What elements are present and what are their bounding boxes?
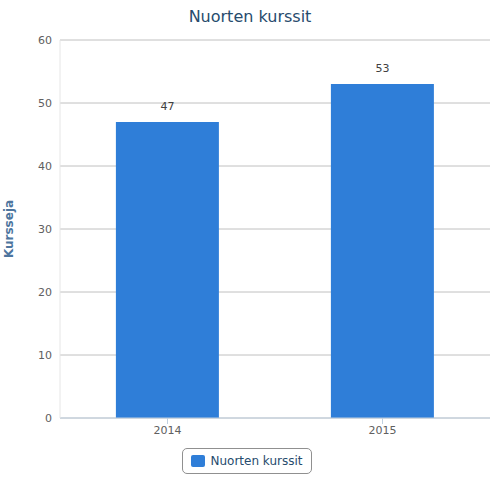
svg-text:47: 47 — [160, 100, 174, 113]
svg-text:0: 0 — [45, 412, 52, 425]
svg-text:53: 53 — [375, 62, 389, 75]
svg-text:10: 10 — [38, 349, 52, 362]
svg-text:30: 30 — [38, 223, 52, 236]
svg-text:2015: 2015 — [369, 424, 397, 437]
svg-text:40: 40 — [38, 160, 52, 173]
svg-text:20: 20 — [38, 286, 52, 299]
html-text:Nuorten kurssit: Nuorten kurssit — [210, 454, 303, 468]
svg-text:50: 50 — [38, 97, 52, 110]
svg-text:Kursseja: Kursseja — [8, 200, 16, 258]
html-text:Nuorten kurssit: Nuorten kurssit — [188, 7, 312, 26]
svg-text:2014: 2014 — [154, 424, 182, 437]
svg-text:60: 60 — [38, 34, 52, 47]
